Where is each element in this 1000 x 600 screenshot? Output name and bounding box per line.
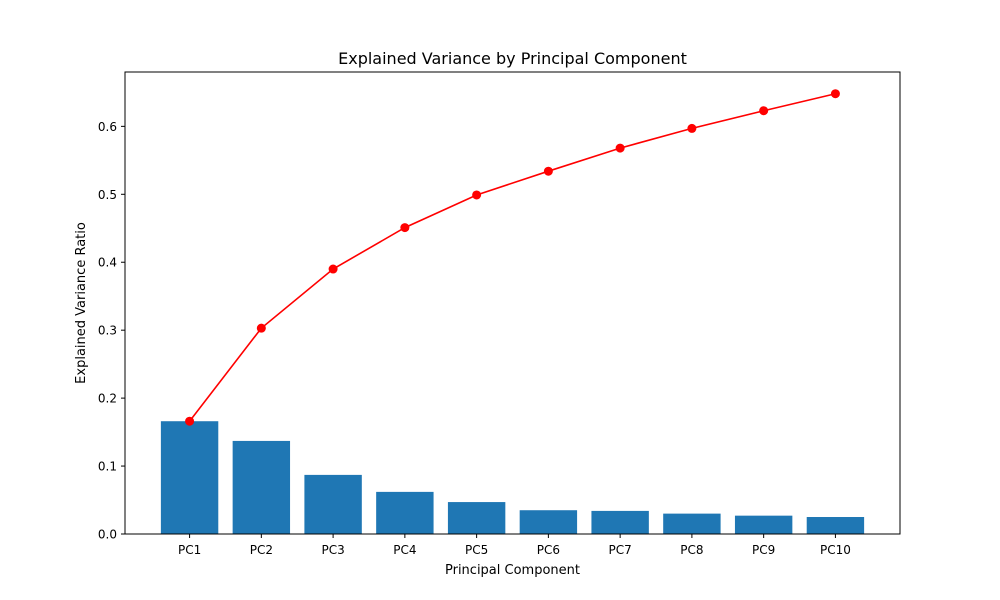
x-tick-label-pc4: PC4 — [393, 543, 416, 557]
y-tick-label-5: 0.5 — [98, 188, 117, 202]
bar-pc1 — [160, 421, 219, 534]
x-tick-label-pc5: PC5 — [465, 543, 488, 557]
x-tick-label-pc10: PC10 — [820, 543, 851, 557]
cumulative-point-pc7 — [615, 143, 625, 153]
bar-pc6 — [519, 510, 578, 534]
y-tick-label-4: 0.4 — [98, 256, 117, 270]
plot-frame — [124, 71, 901, 535]
cumulative-point-pc2 — [256, 323, 266, 333]
x-axis-label: Principal Component — [445, 563, 580, 578]
bar-pc4 — [376, 491, 434, 534]
cumulative-point-pc4 — [400, 223, 410, 233]
chart-title: Explained Variance by Principal Componen… — [338, 49, 687, 68]
cumulative-point-pc1 — [185, 416, 195, 426]
x-tick-label-pc1: PC1 — [178, 543, 201, 557]
y-tick-label-1: 0.1 — [98, 460, 117, 474]
bar-pc9 — [734, 515, 793, 534]
cumulative-point-pc3 — [328, 264, 338, 274]
y-tick-label-6: 0.6 — [98, 120, 117, 134]
bar-pc10 — [806, 517, 865, 534]
y-axis-label: Explained Variance Ratio — [74, 222, 89, 384]
x-tick-label-pc7: PC7 — [609, 543, 632, 557]
bar-pc2 — [232, 440, 291, 534]
y-tick-label-0: 0.0 — [98, 528, 117, 542]
bar-pc8 — [663, 513, 721, 534]
cumulative-line — [188, 92, 836, 422]
x-tick-label-pc9: PC9 — [752, 543, 775, 557]
y-tick-label-3: 0.3 — [98, 324, 117, 338]
y-tick-label-2: 0.2 — [98, 392, 117, 406]
bar-pc3 — [304, 474, 362, 534]
cumulative-point-pc9 — [759, 106, 769, 116]
cumulative-point-pc5 — [472, 190, 482, 200]
bar-pc7 — [591, 510, 649, 534]
plot-area: PC1 PC2 PC3 PC4 PC5 PC6 PC7 PC8 PC9 PC10 0.0 0.1 0.2… — [98, 71, 901, 557]
cumulative-point-pc8 — [687, 123, 697, 133]
bar-pc5 — [447, 502, 506, 534]
x-tick-label-pc8: PC8 — [680, 543, 703, 557]
cumulative-point-pc10 — [830, 89, 840, 99]
x-tick-label-pc6: PC6 — [537, 543, 560, 557]
cumulative-point-pc6 — [543, 166, 553, 176]
x-tick-label-pc3: PC3 — [321, 543, 344, 557]
x-tick-label-pc2: PC2 — [250, 543, 273, 557]
